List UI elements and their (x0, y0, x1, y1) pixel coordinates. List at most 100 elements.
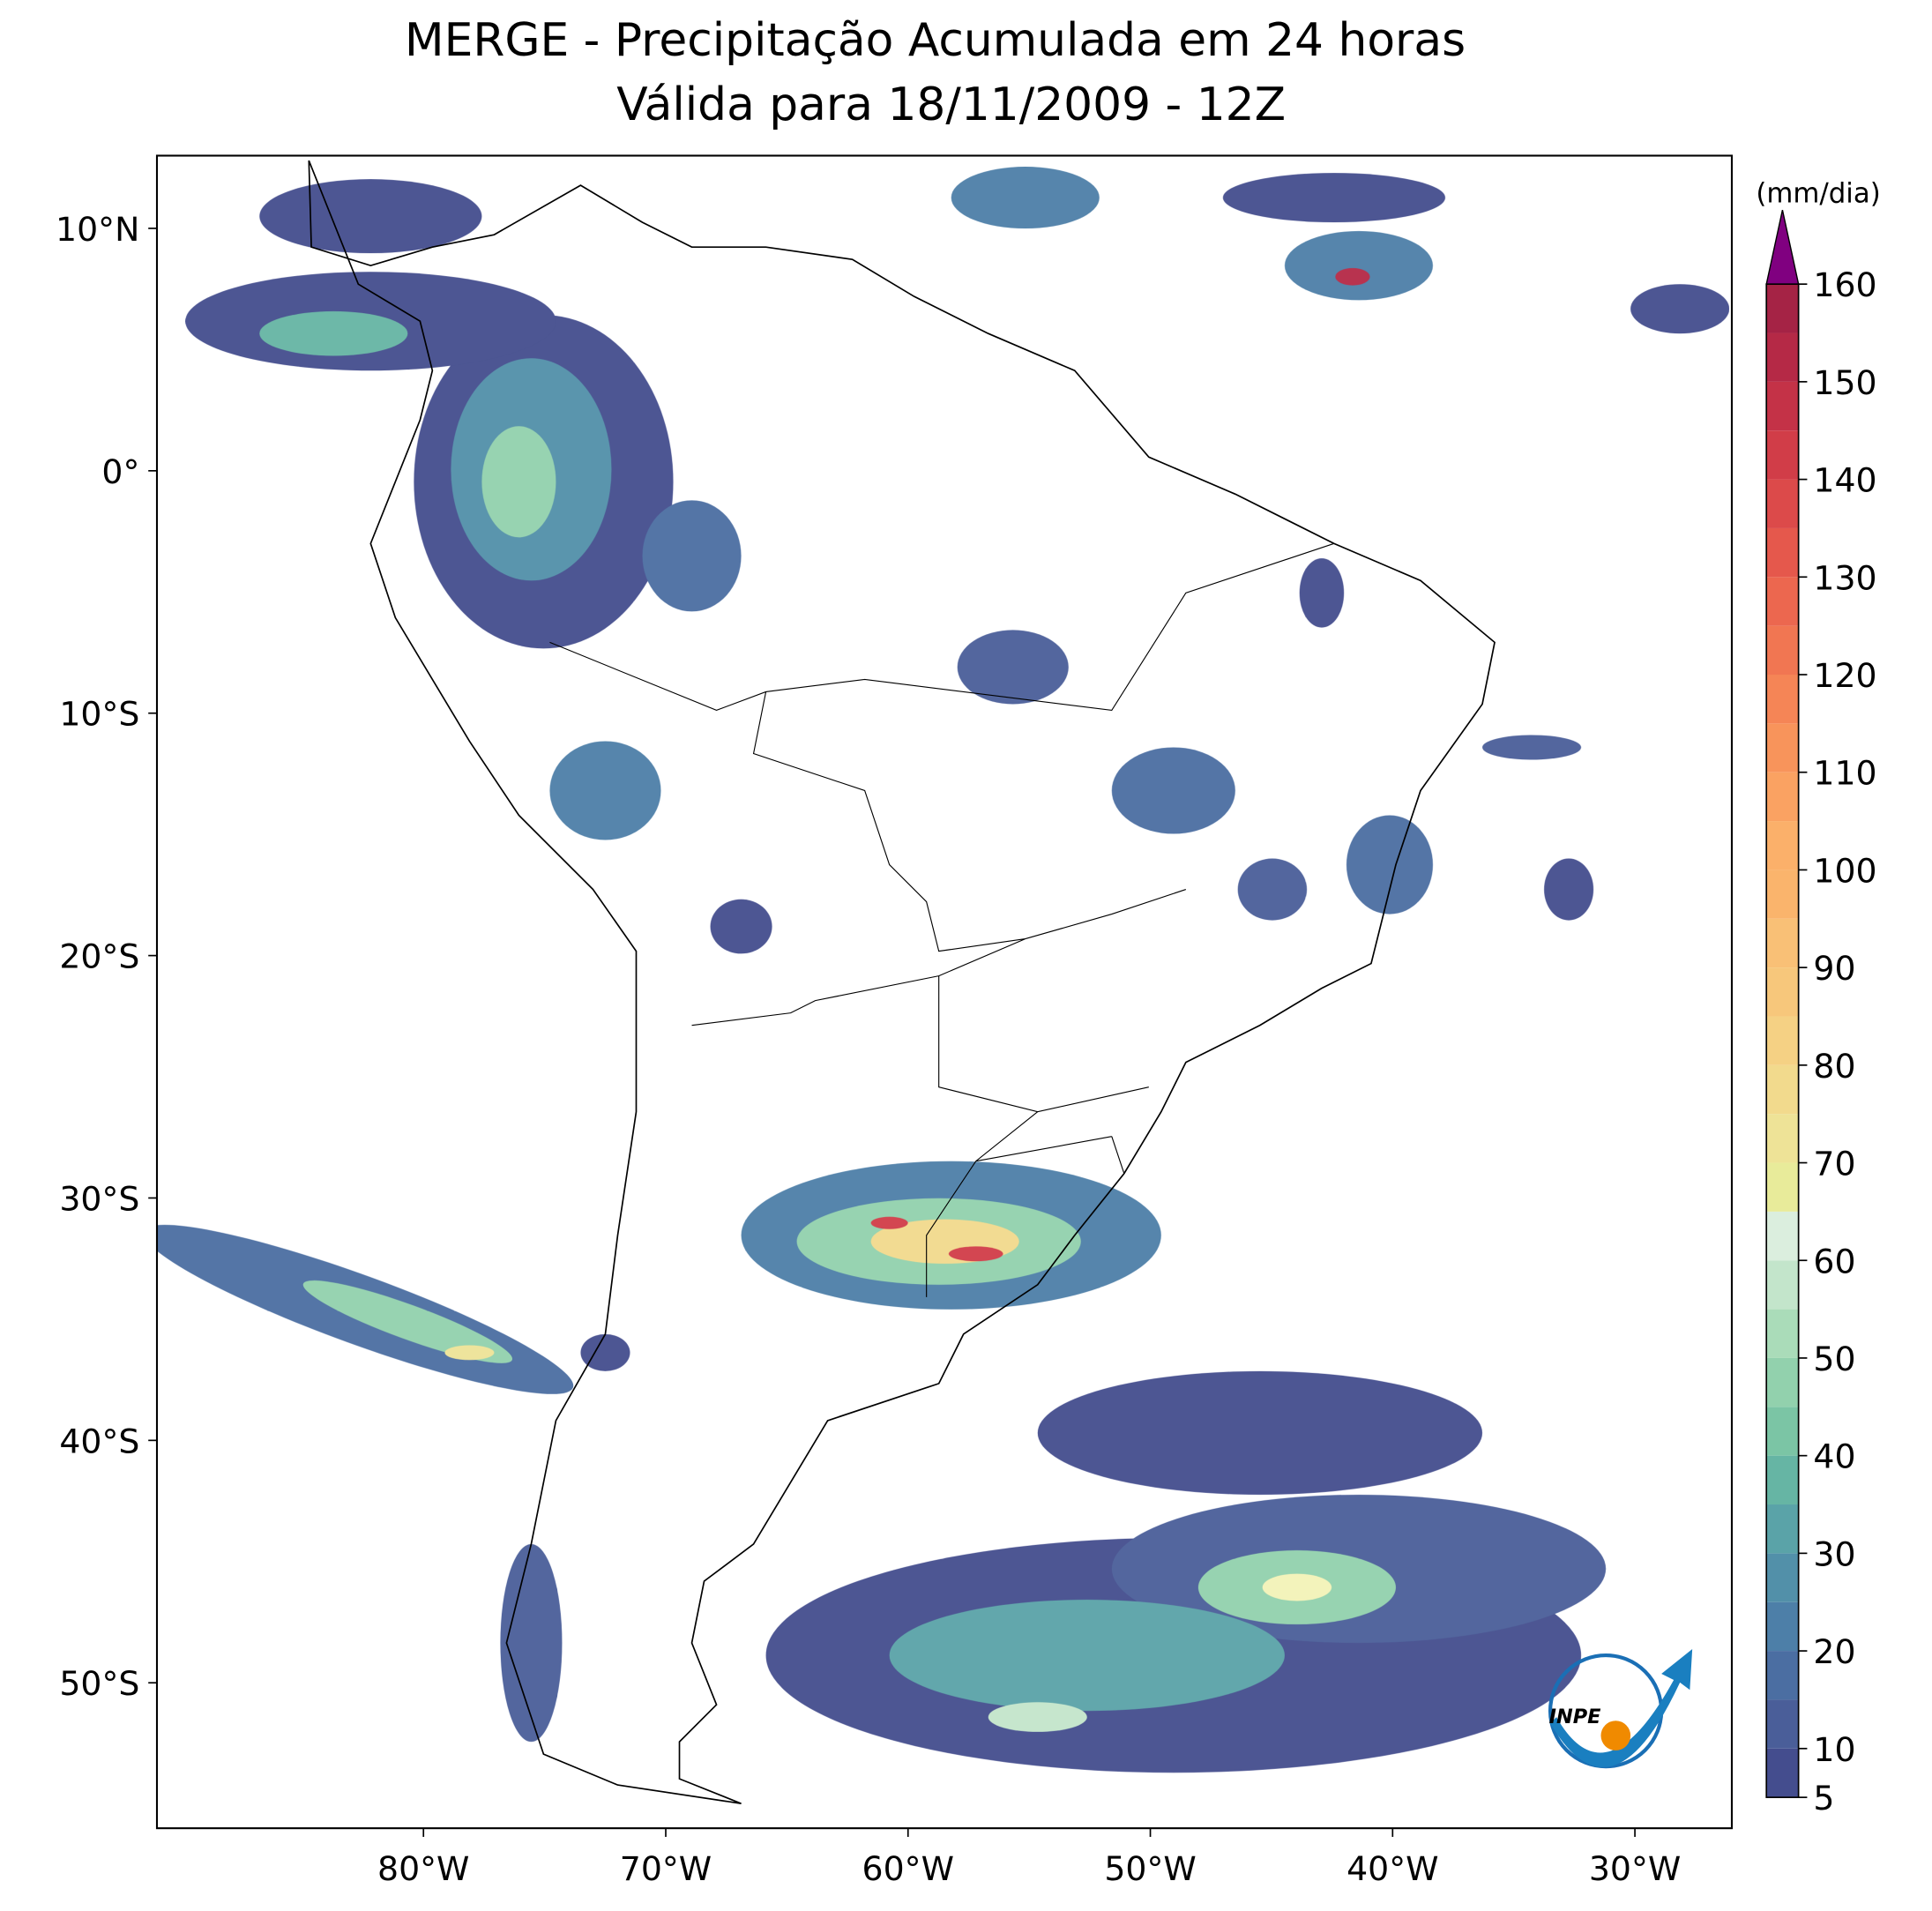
rain-cell (870, 1216, 908, 1229)
y-tick-label: 0° (101, 452, 139, 491)
logo-text: INPE (1549, 1706, 1602, 1728)
x-tick-label: 70°W (620, 1849, 712, 1888)
colorbar-band (1766, 1260, 1799, 1310)
rain-cell (549, 741, 661, 840)
x-tick-label: 50°W (1104, 1849, 1196, 1888)
y-tick-label: 10°S (59, 695, 139, 734)
colorbar-band (1766, 577, 1799, 626)
colorbar-tick-label: 160 (1813, 265, 1876, 304)
colorbar-band (1766, 1651, 1799, 1700)
rain-cell (642, 500, 742, 612)
y-tick-label: 30°S (59, 1179, 139, 1218)
rain-cell (957, 630, 1069, 705)
colorbar-band (1766, 381, 1799, 431)
colorbar-band (1766, 821, 1799, 870)
precipitation (156, 167, 1730, 1773)
rain-cell (444, 1345, 495, 1361)
y-tick-label: 10°N (56, 210, 139, 249)
colorbar-band (1766, 1309, 1799, 1358)
rain-cell (1544, 858, 1594, 921)
colorbar-band (1766, 1357, 1799, 1407)
colorbar-band (1766, 479, 1799, 528)
map-area (156, 160, 1730, 1804)
colorbar-tick-label: 120 (1813, 656, 1876, 695)
rain-cell (1237, 858, 1308, 921)
colorbar-band (1766, 772, 1799, 822)
colorbar-tick-label: 5 (1813, 1779, 1834, 1818)
rain-cell (710, 899, 772, 954)
map-title: MERGE - Precipitação Acumulada em 24 hor… (405, 14, 1466, 67)
colorbar-band (1766, 918, 1799, 968)
colorbar-label: (mm/dia) (1756, 178, 1880, 210)
rain-cell (1346, 815, 1433, 914)
colorbar-tick-label: 150 (1813, 363, 1876, 402)
colorbar-band (1766, 870, 1799, 919)
colorbar-band (1766, 625, 1799, 676)
rain-cell (500, 1543, 563, 1743)
rain-cell (259, 310, 408, 356)
rain-cell (1482, 735, 1582, 760)
map-subtitle: Válida para 18/11/2009 - 12Z (616, 78, 1286, 131)
colorbar-tick-label: 110 (1813, 754, 1876, 793)
x-tick-label: 30°W (1589, 1849, 1681, 1888)
colorbar-band (1766, 1211, 1799, 1261)
rain-cell (1037, 1370, 1483, 1495)
colorbar-band (1766, 1601, 1799, 1652)
y-tick-label: 40°S (59, 1422, 139, 1460)
colorbar-band (1766, 430, 1799, 480)
rain-cell (259, 179, 482, 254)
rain-cell (481, 426, 556, 538)
colorbar-extend (1765, 209, 1800, 285)
colorbar-band (1766, 1407, 1799, 1456)
x-tick-label: 60°W (862, 1849, 954, 1888)
colorbar-band (1766, 675, 1799, 724)
rain-cell (302, 1280, 513, 1363)
colorbar-tick-label: 80 (1813, 1047, 1855, 1086)
colorbar-tick-label: 50 (1813, 1340, 1855, 1378)
colorbar-band (1766, 284, 1799, 333)
colorbar-band (1766, 1455, 1799, 1505)
logo-arrow (1550, 1649, 1693, 1767)
rain-cell (1630, 284, 1730, 334)
rain-cell (1111, 747, 1235, 834)
colorbar-tick-label: 60 (1813, 1242, 1855, 1280)
colorbar-band (1766, 1114, 1799, 1163)
y-tick-label: 50°S (59, 1664, 139, 1703)
rain-cell (1335, 267, 1370, 286)
rain-cell (889, 1600, 1285, 1712)
colorbar-tick-label: 130 (1813, 558, 1876, 597)
colorbar-band (1766, 1553, 1799, 1602)
rain-cell (1222, 173, 1446, 223)
logo-dot (1600, 1721, 1631, 1751)
colorbar-band (1766, 1016, 1799, 1065)
colorbar-band (1766, 332, 1799, 382)
colorbar-band (1766, 967, 1799, 1017)
colorbar-band (1766, 527, 1799, 578)
x-tick-label: 80°W (377, 1849, 469, 1888)
rain-cell (1284, 230, 1433, 301)
rain-cell (1299, 558, 1345, 628)
coastline (308, 160, 1496, 1804)
colorbar-tick-label: 90 (1813, 949, 1855, 988)
colorbar-tick-label: 100 (1813, 851, 1876, 890)
rain-cell (580, 1333, 630, 1371)
colorbar-band (1766, 1748, 1799, 1798)
rain-cell (988, 1702, 1087, 1732)
colorbar-band (1766, 1162, 1799, 1212)
logo: INPE (1548, 1649, 1693, 1769)
colorbar-tick-label: 20 (1813, 1632, 1855, 1671)
rain-cell (948, 1246, 1003, 1262)
colorbar-tick-label: 10 (1813, 1730, 1855, 1769)
colorbar-tick-label: 140 (1813, 461, 1876, 500)
map-frame (155, 154, 1734, 1830)
colorbar-tick-label: 70 (1813, 1145, 1855, 1183)
colorbar-tick-label: 40 (1813, 1437, 1855, 1476)
x-tick-label: 40°W (1346, 1849, 1438, 1888)
colorbar-frame (1765, 283, 1800, 1798)
y-tick-label: 20°S (59, 937, 139, 976)
colorbar-band (1766, 1699, 1799, 1749)
colorbar-tick-label: 30 (1813, 1534, 1855, 1573)
country-border (549, 542, 1335, 1297)
